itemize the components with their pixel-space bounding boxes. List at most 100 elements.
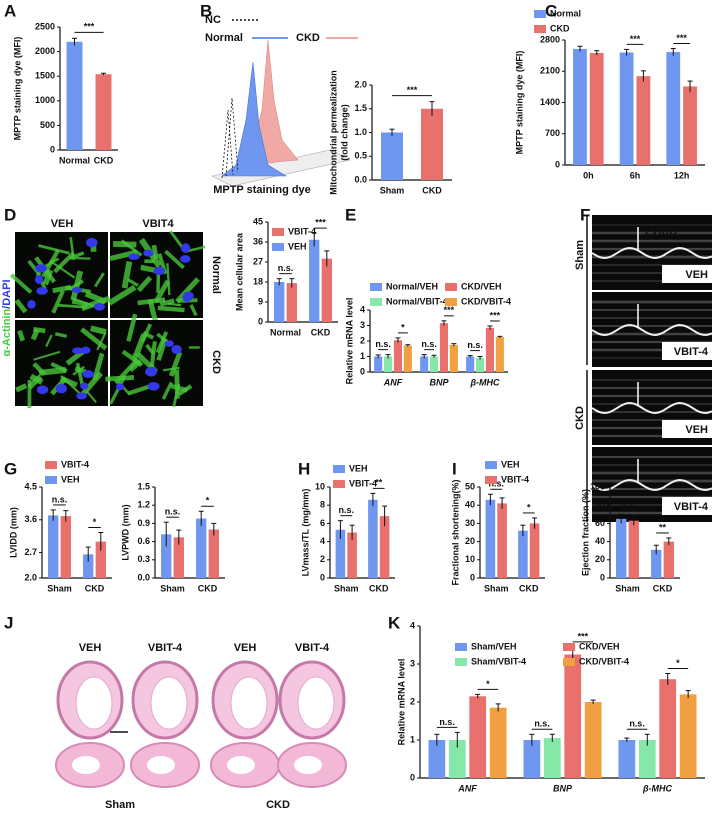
echo-label: VEH: [685, 424, 708, 436]
x-tick-label: CKD: [422, 185, 442, 195]
panel-letter: F: [580, 205, 590, 224]
echo-label-box: [662, 342, 712, 360]
y-tick-label: 27: [253, 256, 263, 266]
micrograph-nucleus: [171, 344, 182, 355]
micrograph-fiber: [127, 278, 139, 287]
significance-label: *: [401, 322, 405, 332]
bar: [573, 48, 587, 165]
y-axis-label: MPTP staining dye (MFI): [12, 37, 22, 141]
stain-label-part: /DAPI: [1, 279, 13, 308]
chart: 0 9 18 27 36 45 Mean cellular area Normal CKD n.s…: [234, 216, 338, 337]
x-tick-label: CKD: [94, 155, 114, 165]
bar: [48, 515, 59, 578]
y-tick-label: 0: [320, 572, 325, 582]
bar: [428, 740, 446, 778]
micrograph-fiber: [159, 298, 175, 307]
micrograph-fiber: [80, 327, 108, 351]
x-tick-label: CKD: [369, 583, 389, 593]
micrograph-fiber: [166, 263, 171, 296]
x-tick-label: BNP: [429, 377, 449, 387]
image-column-label: VEH: [51, 218, 74, 230]
bar: [529, 523, 540, 578]
chart: 0 700 1400 2100 2800 MPTP staining dye (MFI) 0…: [514, 8, 705, 180]
y-axis-label: Ejection fraction (%): [580, 489, 590, 576]
y-tick-label: 3.6: [24, 514, 37, 524]
bar: [374, 356, 383, 372]
micrograph-fiber: [33, 350, 61, 361]
y-tick-label: 2.7: [24, 547, 37, 557]
y-tick-label: 0: [258, 316, 263, 326]
legend-label: Sham/VEH: [471, 641, 517, 651]
bar: [518, 530, 528, 578]
micrograph-nucleus: [34, 274, 44, 285]
y-tick-label: 40: [465, 500, 475, 510]
micrograph-fiber: [156, 337, 168, 361]
significance-label: ***: [630, 34, 641, 44]
bar: [347, 532, 357, 578]
y-tick-label: 1500: [35, 71, 55, 81]
y-tick-label: 0.9: [137, 518, 150, 528]
micrograph-fiber: [169, 230, 185, 250]
chart: 0 1 2 3 4 Relative mRNA level ANF BNP β-MHC n.s. *…: [344, 281, 511, 387]
legend-label: VBIT-4: [349, 478, 377, 488]
legend-label: CKD/VEH: [579, 641, 620, 651]
y-tick-label: 0.5: [354, 151, 367, 161]
legend-label: VBIT-4: [61, 459, 89, 469]
micrograph-fiber: [14, 298, 28, 314]
bar: [161, 534, 172, 578]
legend-swatch: [563, 643, 575, 651]
legend-swatch: [370, 283, 382, 291]
significance-label: n.s.: [467, 340, 483, 350]
y-tick-label: 0: [600, 572, 605, 582]
significance-label: *: [486, 679, 490, 689]
legend-label: VEH: [501, 459, 520, 469]
histology-lumen: [227, 756, 255, 774]
echo-label-box: [662, 497, 712, 515]
panel-letter: K: [388, 613, 401, 632]
bar: [274, 282, 285, 322]
chart: 0 1 2 3 4 Relative mRNA level ANF BNP β-MHC n.s. *…: [396, 620, 705, 793]
y-tick-label: 2.0: [24, 572, 37, 582]
micrograph-fiber: [109, 249, 138, 261]
echo-trace: [591, 246, 713, 260]
bar: [666, 52, 681, 165]
bar: [497, 503, 507, 578]
x-tick-label: Sham: [47, 583, 72, 593]
significance-label: ***: [490, 310, 501, 320]
image-column-label: VEH: [234, 642, 257, 654]
micrograph-fiber: [54, 332, 68, 338]
micrograph-fiber: [33, 326, 46, 334]
micrograph-nucleus: [27, 299, 36, 309]
x-tick-label: Sham: [160, 583, 185, 593]
significance-label: **: [659, 522, 667, 532]
legend-label: CKD: [550, 23, 570, 33]
micrograph-fiber: [57, 303, 88, 309]
legend-swatch: [534, 25, 546, 33]
y-tick-label: 0: [50, 144, 55, 154]
y-tick-label: 0.0: [354, 174, 367, 184]
micrograph-nucleus: [180, 243, 191, 253]
y-tick-label: 50: [465, 481, 475, 491]
y-tick-label: 36: [253, 236, 263, 246]
panel-letter: G: [4, 459, 17, 478]
bar: [683, 86, 697, 165]
legend-label: CKD/VBIT-4: [461, 296, 511, 306]
image-row-label: Normal: [210, 256, 222, 294]
y-tick-label: 20: [595, 554, 605, 564]
x-tick-label: ANF: [457, 783, 477, 793]
significance-label: n.s.: [629, 719, 645, 729]
echo-label-box: [662, 265, 712, 283]
legend-swatch: [45, 476, 57, 484]
echo-trace: [591, 323, 713, 337]
y-tick-label: 3: [410, 658, 415, 668]
echo-label: VBIT-4: [674, 501, 709, 513]
legend-label: CKD/VEH: [461, 281, 502, 291]
micrograph-fiber: [128, 359, 143, 373]
bar: [638, 740, 656, 778]
micrograph-fiber: [41, 249, 60, 278]
panel-letter: J: [4, 613, 13, 632]
y-tick-label: 30: [465, 518, 475, 528]
x-tick-label: 0h: [583, 170, 594, 180]
micrograph-fiber: [149, 341, 157, 368]
